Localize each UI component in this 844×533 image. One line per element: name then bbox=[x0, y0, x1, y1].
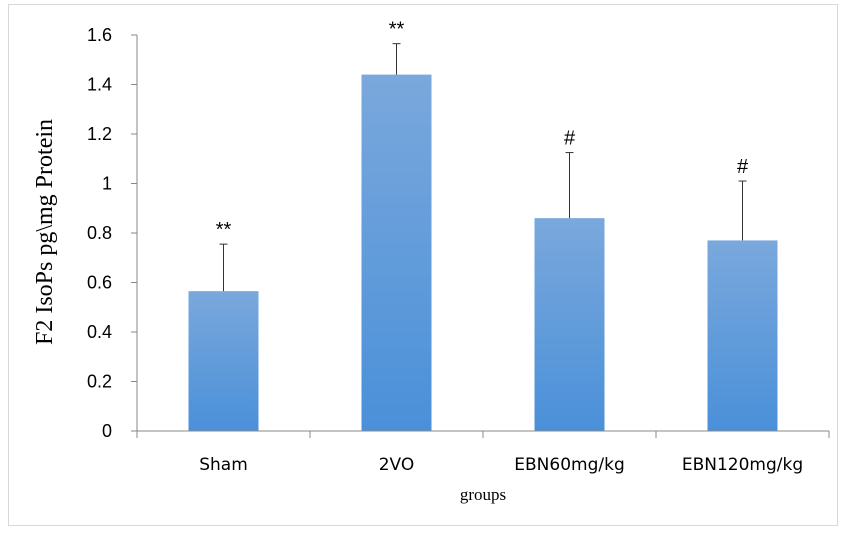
y-tick-label: 1.2 bbox=[87, 124, 112, 144]
bar-ebn120mg-kg bbox=[707, 240, 778, 431]
x-axis-title: groups bbox=[460, 485, 506, 504]
y-tick-label: 1.4 bbox=[87, 75, 112, 95]
bars: ** ** # # bbox=[188, 19, 778, 431]
y-tick-label: 1 bbox=[102, 174, 112, 194]
x-category-label: Sham bbox=[199, 455, 248, 475]
x-axis-categories: Sham 2VO EBN60mg/kg EBN120mg/kg bbox=[199, 455, 803, 475]
x-category-label: 2VO bbox=[379, 455, 415, 475]
x-category-label: EBN60mg/kg bbox=[514, 455, 624, 475]
axes bbox=[136, 35, 830, 438]
significance-label: ** bbox=[216, 219, 232, 241]
y-tick-label: 0.2 bbox=[87, 372, 112, 392]
significance-label: # bbox=[737, 156, 749, 178]
significance-label: ** bbox=[389, 19, 405, 41]
y-tick-label: 0.8 bbox=[87, 223, 112, 243]
y-tick-label: 0.4 bbox=[87, 322, 112, 342]
significance-label: # bbox=[564, 128, 576, 150]
y-tick-label: 1.6 bbox=[87, 25, 112, 45]
y-axis-ticks: 0 0.2 0.4 0.6 0.8 1 1.2 1.4 1.6 bbox=[87, 25, 137, 441]
bar-2vo bbox=[361, 74, 432, 431]
x-category-label: EBN120mg/kg bbox=[682, 455, 803, 475]
y-tick-label: 0.6 bbox=[87, 273, 112, 293]
y-axis-title: F2 IsoPs pg\mg Protein bbox=[32, 119, 58, 345]
bar-ebn60mg-kg bbox=[534, 218, 605, 431]
y-tick-label: 0 bbox=[102, 421, 112, 441]
bar-sham bbox=[188, 291, 259, 431]
